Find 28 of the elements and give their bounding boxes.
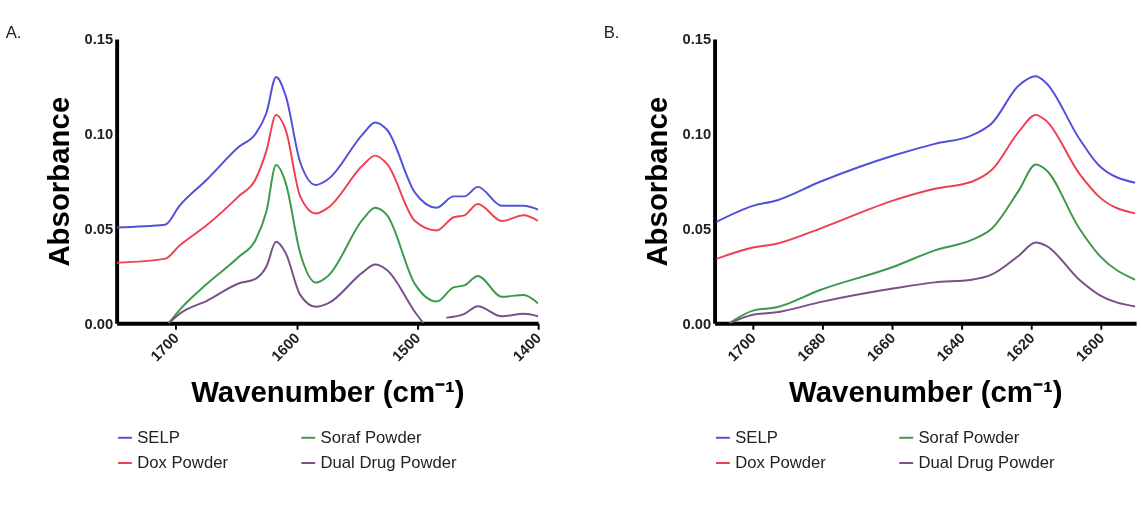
y-tick-label: 0.10 bbox=[84, 126, 114, 143]
chart-title: A. bbox=[5, 23, 22, 43]
legend-label: Dual Drug Powder bbox=[918, 452, 1056, 472]
line-series bbox=[728, 163, 1137, 324]
legend-label: Soraf Powder bbox=[320, 427, 422, 447]
line-series bbox=[116, 113, 539, 264]
line-series bbox=[728, 241, 1137, 324]
y-tick-label: 0.05 bbox=[682, 220, 712, 237]
legend-label: SELP bbox=[137, 427, 180, 447]
y-axis-title: Absorbance bbox=[639, 96, 673, 267]
y-tick-label: 0.00 bbox=[84, 315, 114, 332]
line-series bbox=[715, 113, 1137, 260]
y-tick-label: 0.10 bbox=[682, 126, 712, 143]
y-axis-title: Absorbance bbox=[41, 96, 75, 267]
legend-label: Dox Powder bbox=[137, 452, 229, 472]
y-tick-label: 0.15 bbox=[84, 31, 114, 48]
line-series bbox=[116, 75, 539, 229]
x-axis-title: Wavenumber (cm⁻¹) bbox=[789, 374, 1063, 408]
legend-label: Soraf Powder bbox=[918, 427, 1020, 447]
legend-label: Dual Drug Powder bbox=[320, 452, 458, 472]
legend-label: Dox Powder bbox=[735, 452, 827, 472]
x-axis-title: Wavenumber (cm⁻¹) bbox=[191, 374, 465, 408]
legend-label: SELP bbox=[735, 427, 778, 447]
chart-title: B. bbox=[603, 23, 620, 43]
y-tick-label: 0.15 bbox=[682, 31, 712, 48]
y-tick-label: 0.05 bbox=[84, 220, 114, 237]
line-series bbox=[715, 75, 1137, 223]
y-tick-label: 0.00 bbox=[682, 315, 712, 332]
